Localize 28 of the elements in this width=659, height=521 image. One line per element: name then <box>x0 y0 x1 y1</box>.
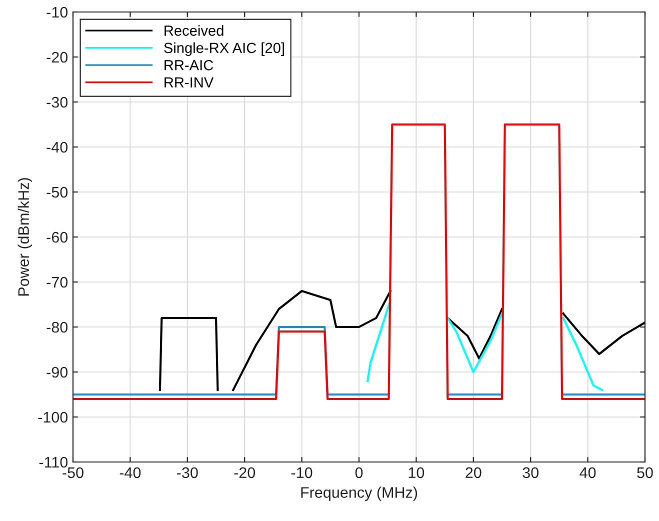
x-tick-label: 20 <box>466 467 482 478</box>
legend-label: RR-AIC <box>164 60 214 70</box>
x-tick-label: -50 <box>62 467 84 478</box>
y-tick-label: -90 <box>46 366 68 378</box>
legend-label: RR-INV <box>164 77 214 88</box>
x-tick-label: 40 <box>580 467 596 478</box>
y-tick-label: -30 <box>46 96 68 108</box>
y-tick-label: -80 <box>46 322 68 333</box>
y-tick-label: -70 <box>46 276 68 288</box>
legend-label: Single-RX AIC [20] <box>164 42 284 56</box>
y-axis-title: Power (dBm/kHz) <box>18 178 32 296</box>
y-tick-label: -50 <box>46 186 68 198</box>
legend-label: Received <box>164 25 224 36</box>
x-tick-label: 30 <box>522 467 538 478</box>
x-tick-label: -40 <box>120 467 141 478</box>
y-tick-label: -110 <box>39 456 68 468</box>
y-tick-label: -40 <box>46 142 68 153</box>
x-tick-label: -30 <box>177 467 198 478</box>
y-tick-label: -100 <box>38 412 68 423</box>
x-tick-label: -20 <box>234 467 256 478</box>
x-tick-label: 0 <box>355 467 363 478</box>
x-axis-title: Frequency (MHz) <box>301 486 418 501</box>
x-tick-label: 10 <box>408 467 424 478</box>
y-tick-label: -20 <box>46 52 68 63</box>
x-tick-label: 50 <box>637 467 653 478</box>
y-tick-label: -60 <box>46 232 68 243</box>
y-tick-label: -10 <box>46 6 68 18</box>
x-tick-label: -10 <box>291 467 312 478</box>
